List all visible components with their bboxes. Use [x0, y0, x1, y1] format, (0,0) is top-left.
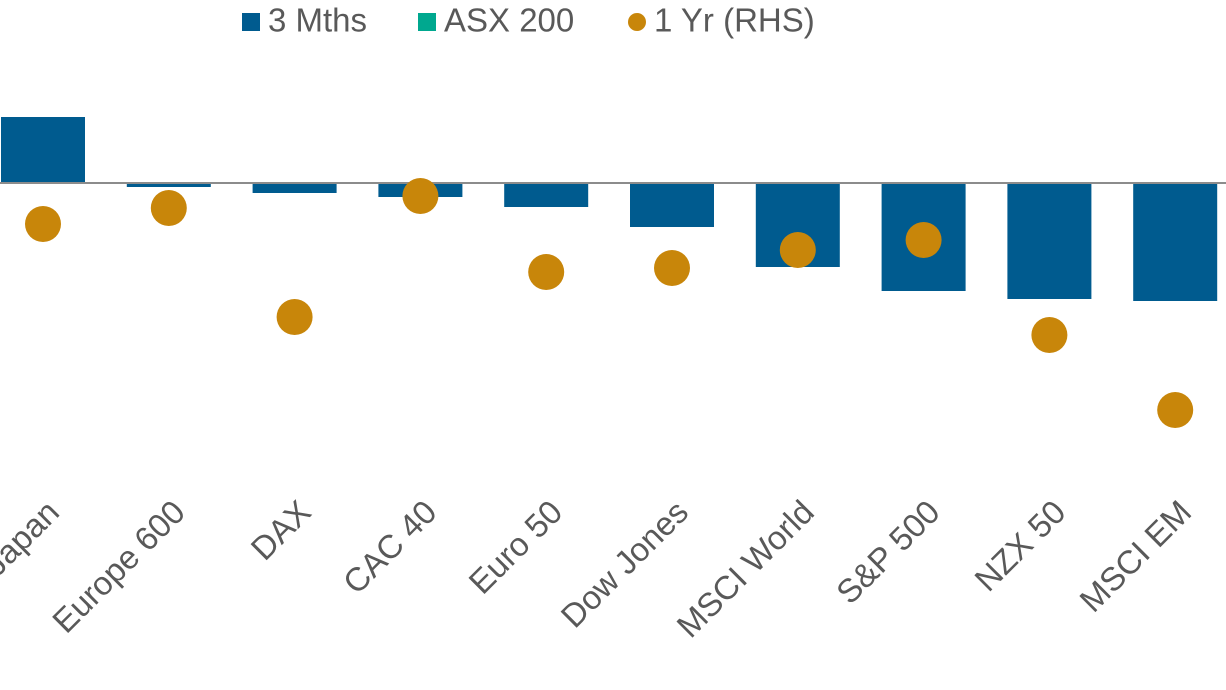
- bar: [1007, 183, 1092, 299]
- dot: [402, 178, 439, 214]
- x-tick-label: CAC 40: [336, 493, 444, 601]
- bar: [1, 117, 85, 183]
- x-tick-label: MSCI World: [669, 493, 820, 644]
- dot: [779, 232, 816, 268]
- x-tick-label: Euro 50: [461, 493, 569, 601]
- bar: [630, 183, 714, 227]
- x-tick-label: Europe 600: [45, 493, 192, 640]
- bar: [252, 183, 337, 193]
- bar: [126, 183, 211, 187]
- dot: [1157, 392, 1194, 428]
- dot: [528, 254, 565, 290]
- legend-label: 1 Yr (RHS): [654, 2, 815, 39]
- dot: [276, 299, 313, 335]
- legend-label: 3 Mths: [268, 2, 367, 39]
- dot: [654, 250, 690, 286]
- x-tick-label: Japan: [0, 493, 66, 583]
- legend-marker: [242, 13, 260, 31]
- x-tick-label: DAX: [244, 493, 318, 567]
- legend-marker: [628, 13, 646, 31]
- bar: [1133, 183, 1218, 301]
- bar: [504, 183, 589, 207]
- dot: [150, 190, 187, 226]
- legend-label: ASX 200: [444, 2, 574, 39]
- dot: [1031, 317, 1068, 353]
- x-tick-label: NZX 50: [967, 493, 1072, 598]
- x-tick-label: MSCI EM: [1072, 493, 1198, 619]
- x-tick-label: S&P 500: [829, 493, 947, 611]
- dot: [905, 222, 942, 258]
- dot: [25, 206, 61, 242]
- legend-marker: [418, 13, 436, 31]
